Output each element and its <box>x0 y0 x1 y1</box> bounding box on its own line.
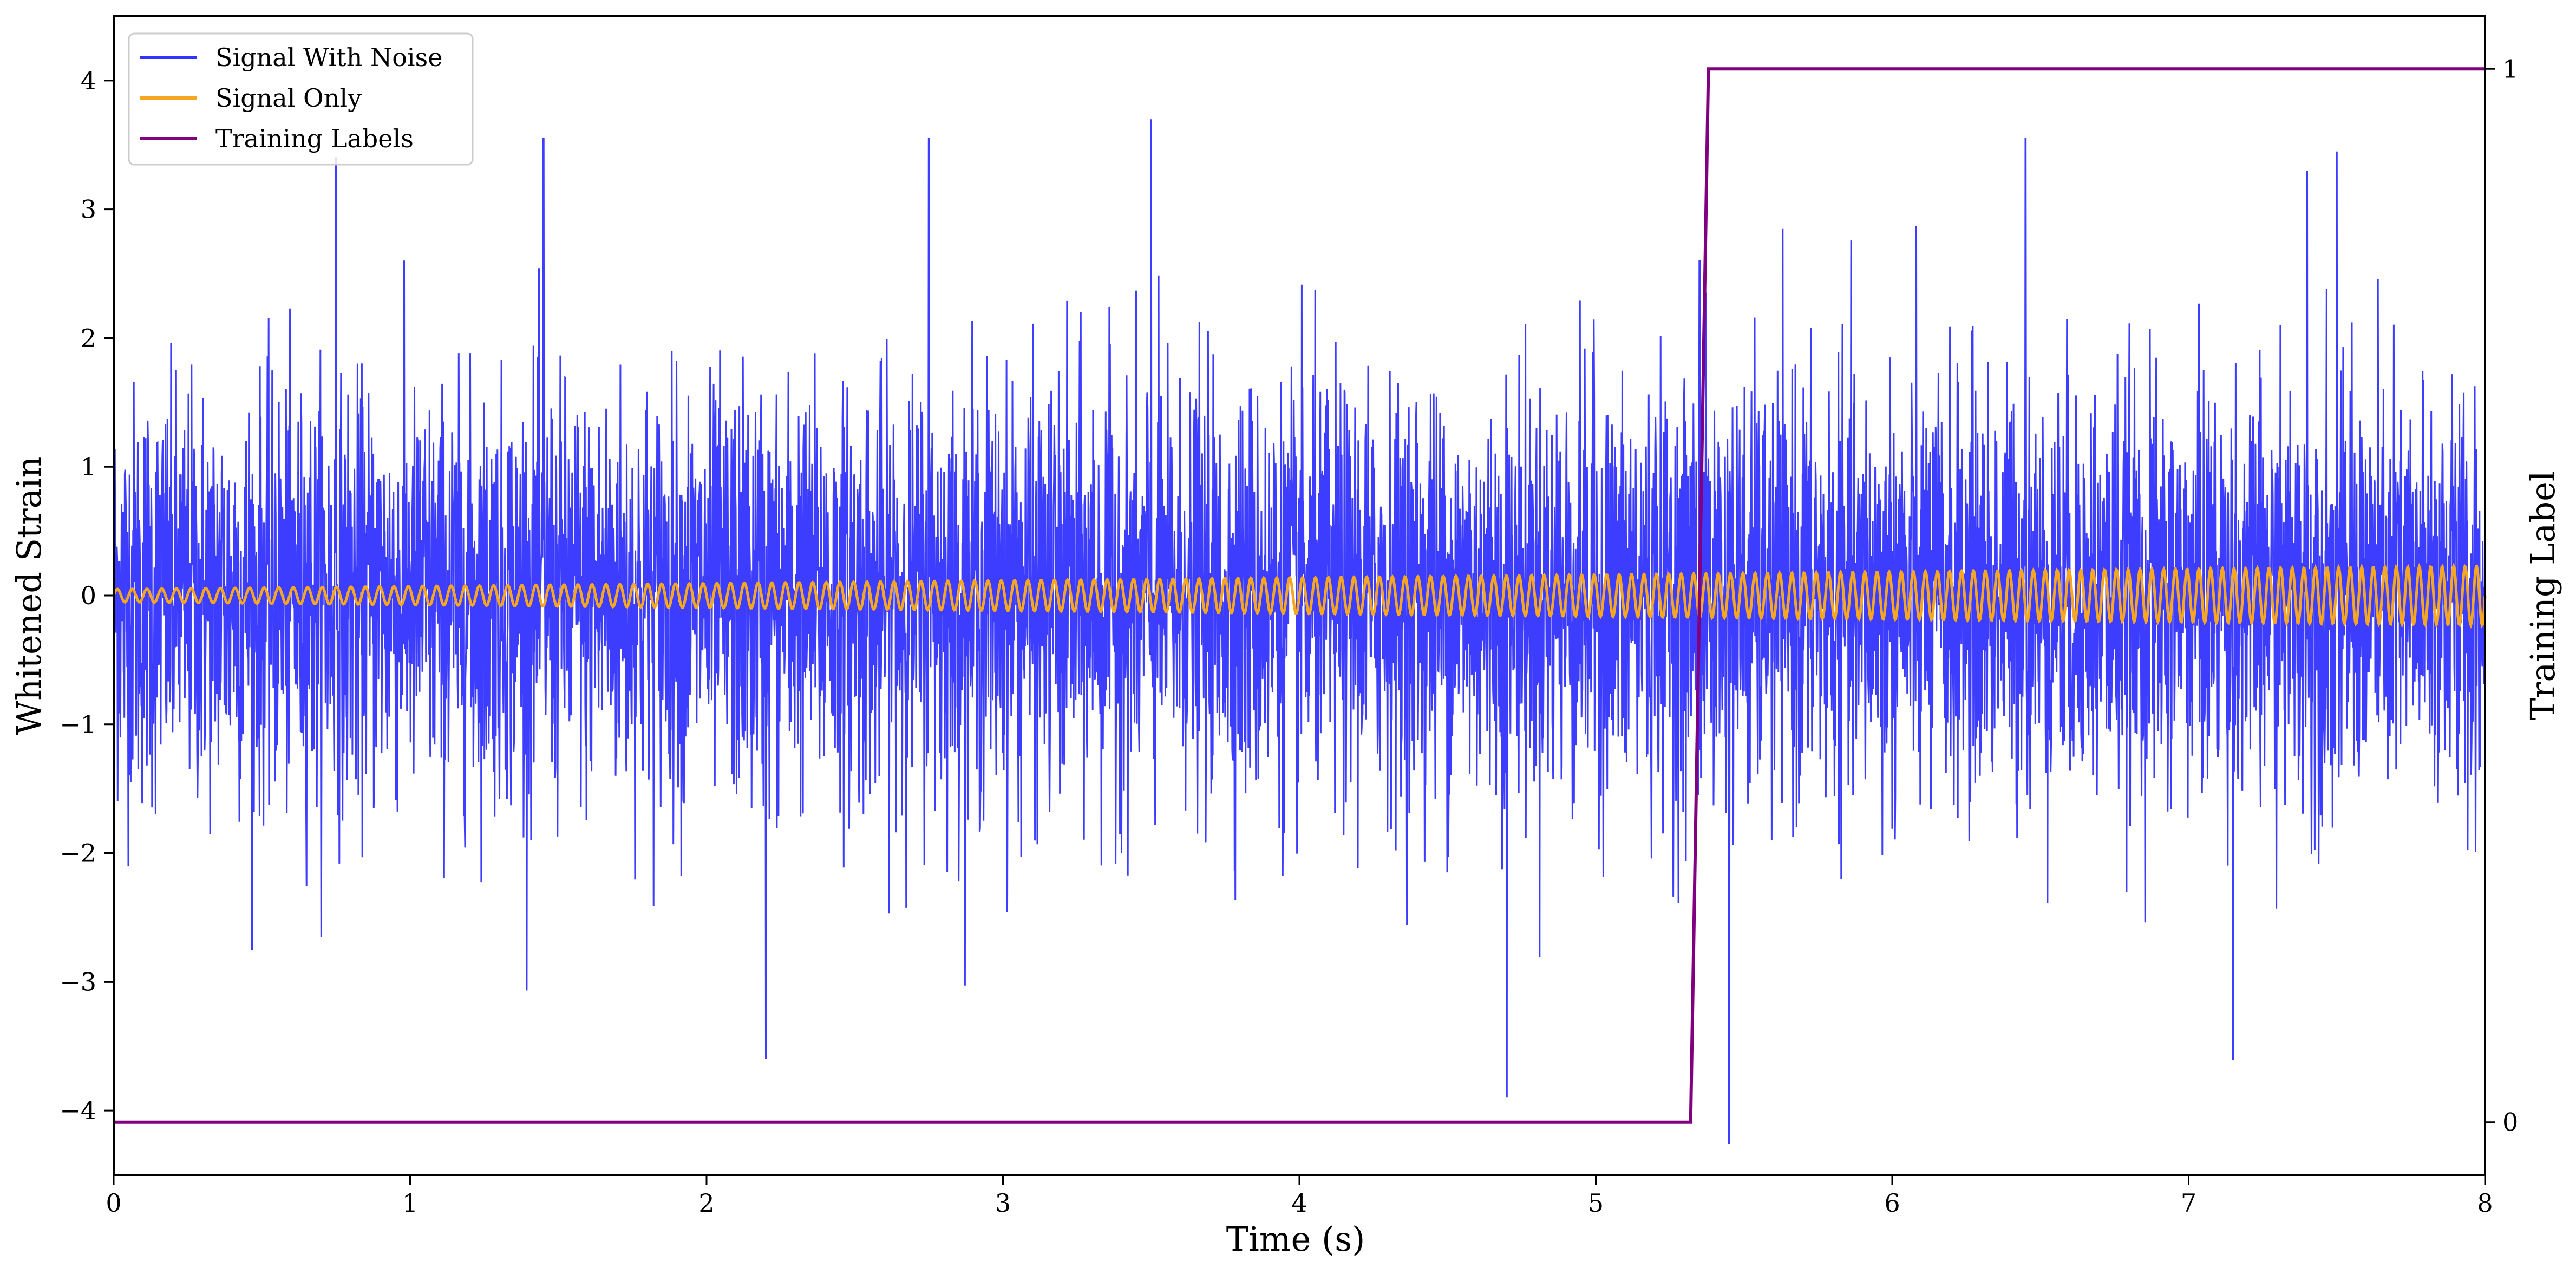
x-axis-label: Time (s) <box>1226 1219 1365 1259</box>
x-tick-label: 6 <box>1884 1188 1900 1218</box>
y-axis-label: Whitened Strain <box>9 456 49 735</box>
x-tick-label: 3 <box>995 1188 1011 1218</box>
y2-axis-label: Training Label <box>2523 471 2562 720</box>
x-tick-label: 7 <box>2181 1188 2196 1218</box>
y-tick-label: −2 <box>60 839 96 868</box>
legend-label-training-labels: Training Labels <box>215 124 414 153</box>
x-tick-label: 0 <box>106 1188 121 1218</box>
y2-tick-label: 1 <box>2502 54 2518 83</box>
x-tick-label: 8 <box>2477 1188 2493 1218</box>
y-tick-label: −3 <box>60 967 96 996</box>
y-tick-label: −4 <box>60 1096 96 1125</box>
series-training-labels <box>114 67 2485 1124</box>
legend-label-signal-with-noise: Signal With Noise <box>215 43 442 72</box>
x-tick-label: 2 <box>698 1188 714 1218</box>
x-tick-label: 1 <box>402 1188 418 1218</box>
plot-area <box>112 67 2487 1144</box>
y2-axis-ticks: 01 <box>2485 54 2518 1137</box>
legend: Signal With Noise Signal Only Training L… <box>128 32 474 166</box>
y2-tick-label: 0 <box>2502 1108 2518 1137</box>
y-tick-label: 3 <box>81 195 96 224</box>
y-tick-label: 0 <box>81 581 96 610</box>
legend-label-signal-only: Signal Only <box>215 83 362 113</box>
y-tick-label: −1 <box>60 710 96 739</box>
legend-box <box>128 32 474 166</box>
x-axis-ticks: 0 1 2 3 4 5 6 7 8 <box>106 1175 2493 1218</box>
x-tick-label: 4 <box>1291 1188 1307 1218</box>
y-tick-label: 4 <box>81 66 96 95</box>
series-signal-only <box>112 563 2487 629</box>
y-axis-ticks: −4 −3 −2 −1 0 1 2 3 4 <box>60 66 114 1125</box>
x-tick-label: 5 <box>1588 1188 1604 1218</box>
y-tick-label: 2 <box>81 323 96 352</box>
y-tick-label: 1 <box>81 452 96 481</box>
series-signal-with-noise <box>113 119 2486 1144</box>
